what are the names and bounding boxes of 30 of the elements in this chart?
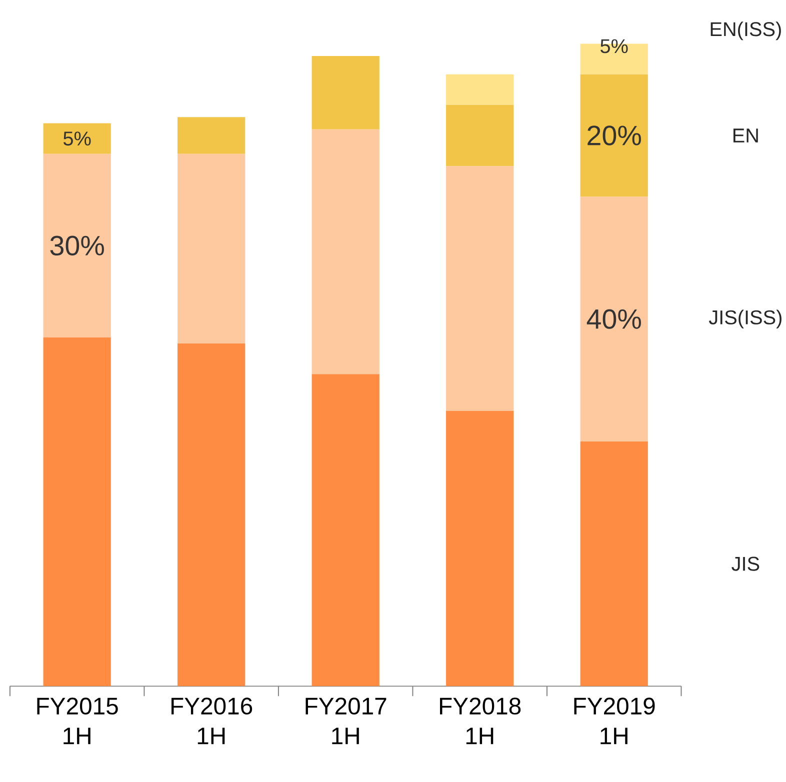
bar [580, 442, 648, 686]
text: EN(ISS) [710, 22, 781, 40]
text: JIS(ISS) [708, 310, 782, 329]
bar [178, 154, 246, 344]
data-label: 20% [588, 126, 641, 146]
bar [580, 74, 648, 197]
bar [43, 123, 111, 154]
bar [446, 411, 514, 686]
x-tick-label: FY2019 1H [574, 698, 655, 744]
data-label: 5% [600, 39, 628, 54]
bar [446, 74, 514, 106]
bar [43, 154, 111, 338]
text: EN [733, 128, 758, 143]
bar [312, 130, 380, 374]
x-tick-label: FY2018 1H [440, 698, 521, 744]
bar [446, 166, 514, 412]
data-label: 30% [50, 236, 104, 256]
data-label: 40% [586, 309, 641, 330]
bar [43, 338, 111, 686]
x-tick-label: FY2016 1H [172, 698, 252, 744]
data-label: 5% [64, 132, 91, 146]
text: JIS [732, 556, 760, 572]
bar [580, 196, 648, 442]
bar [178, 344, 246, 686]
x-tick-label: FY2017 1H [306, 698, 386, 744]
bar [312, 56, 380, 130]
x-tick-label: FY2015 1H [37, 698, 118, 744]
bar [312, 374, 380, 686]
bar [178, 117, 246, 154]
bar [446, 105, 514, 166]
